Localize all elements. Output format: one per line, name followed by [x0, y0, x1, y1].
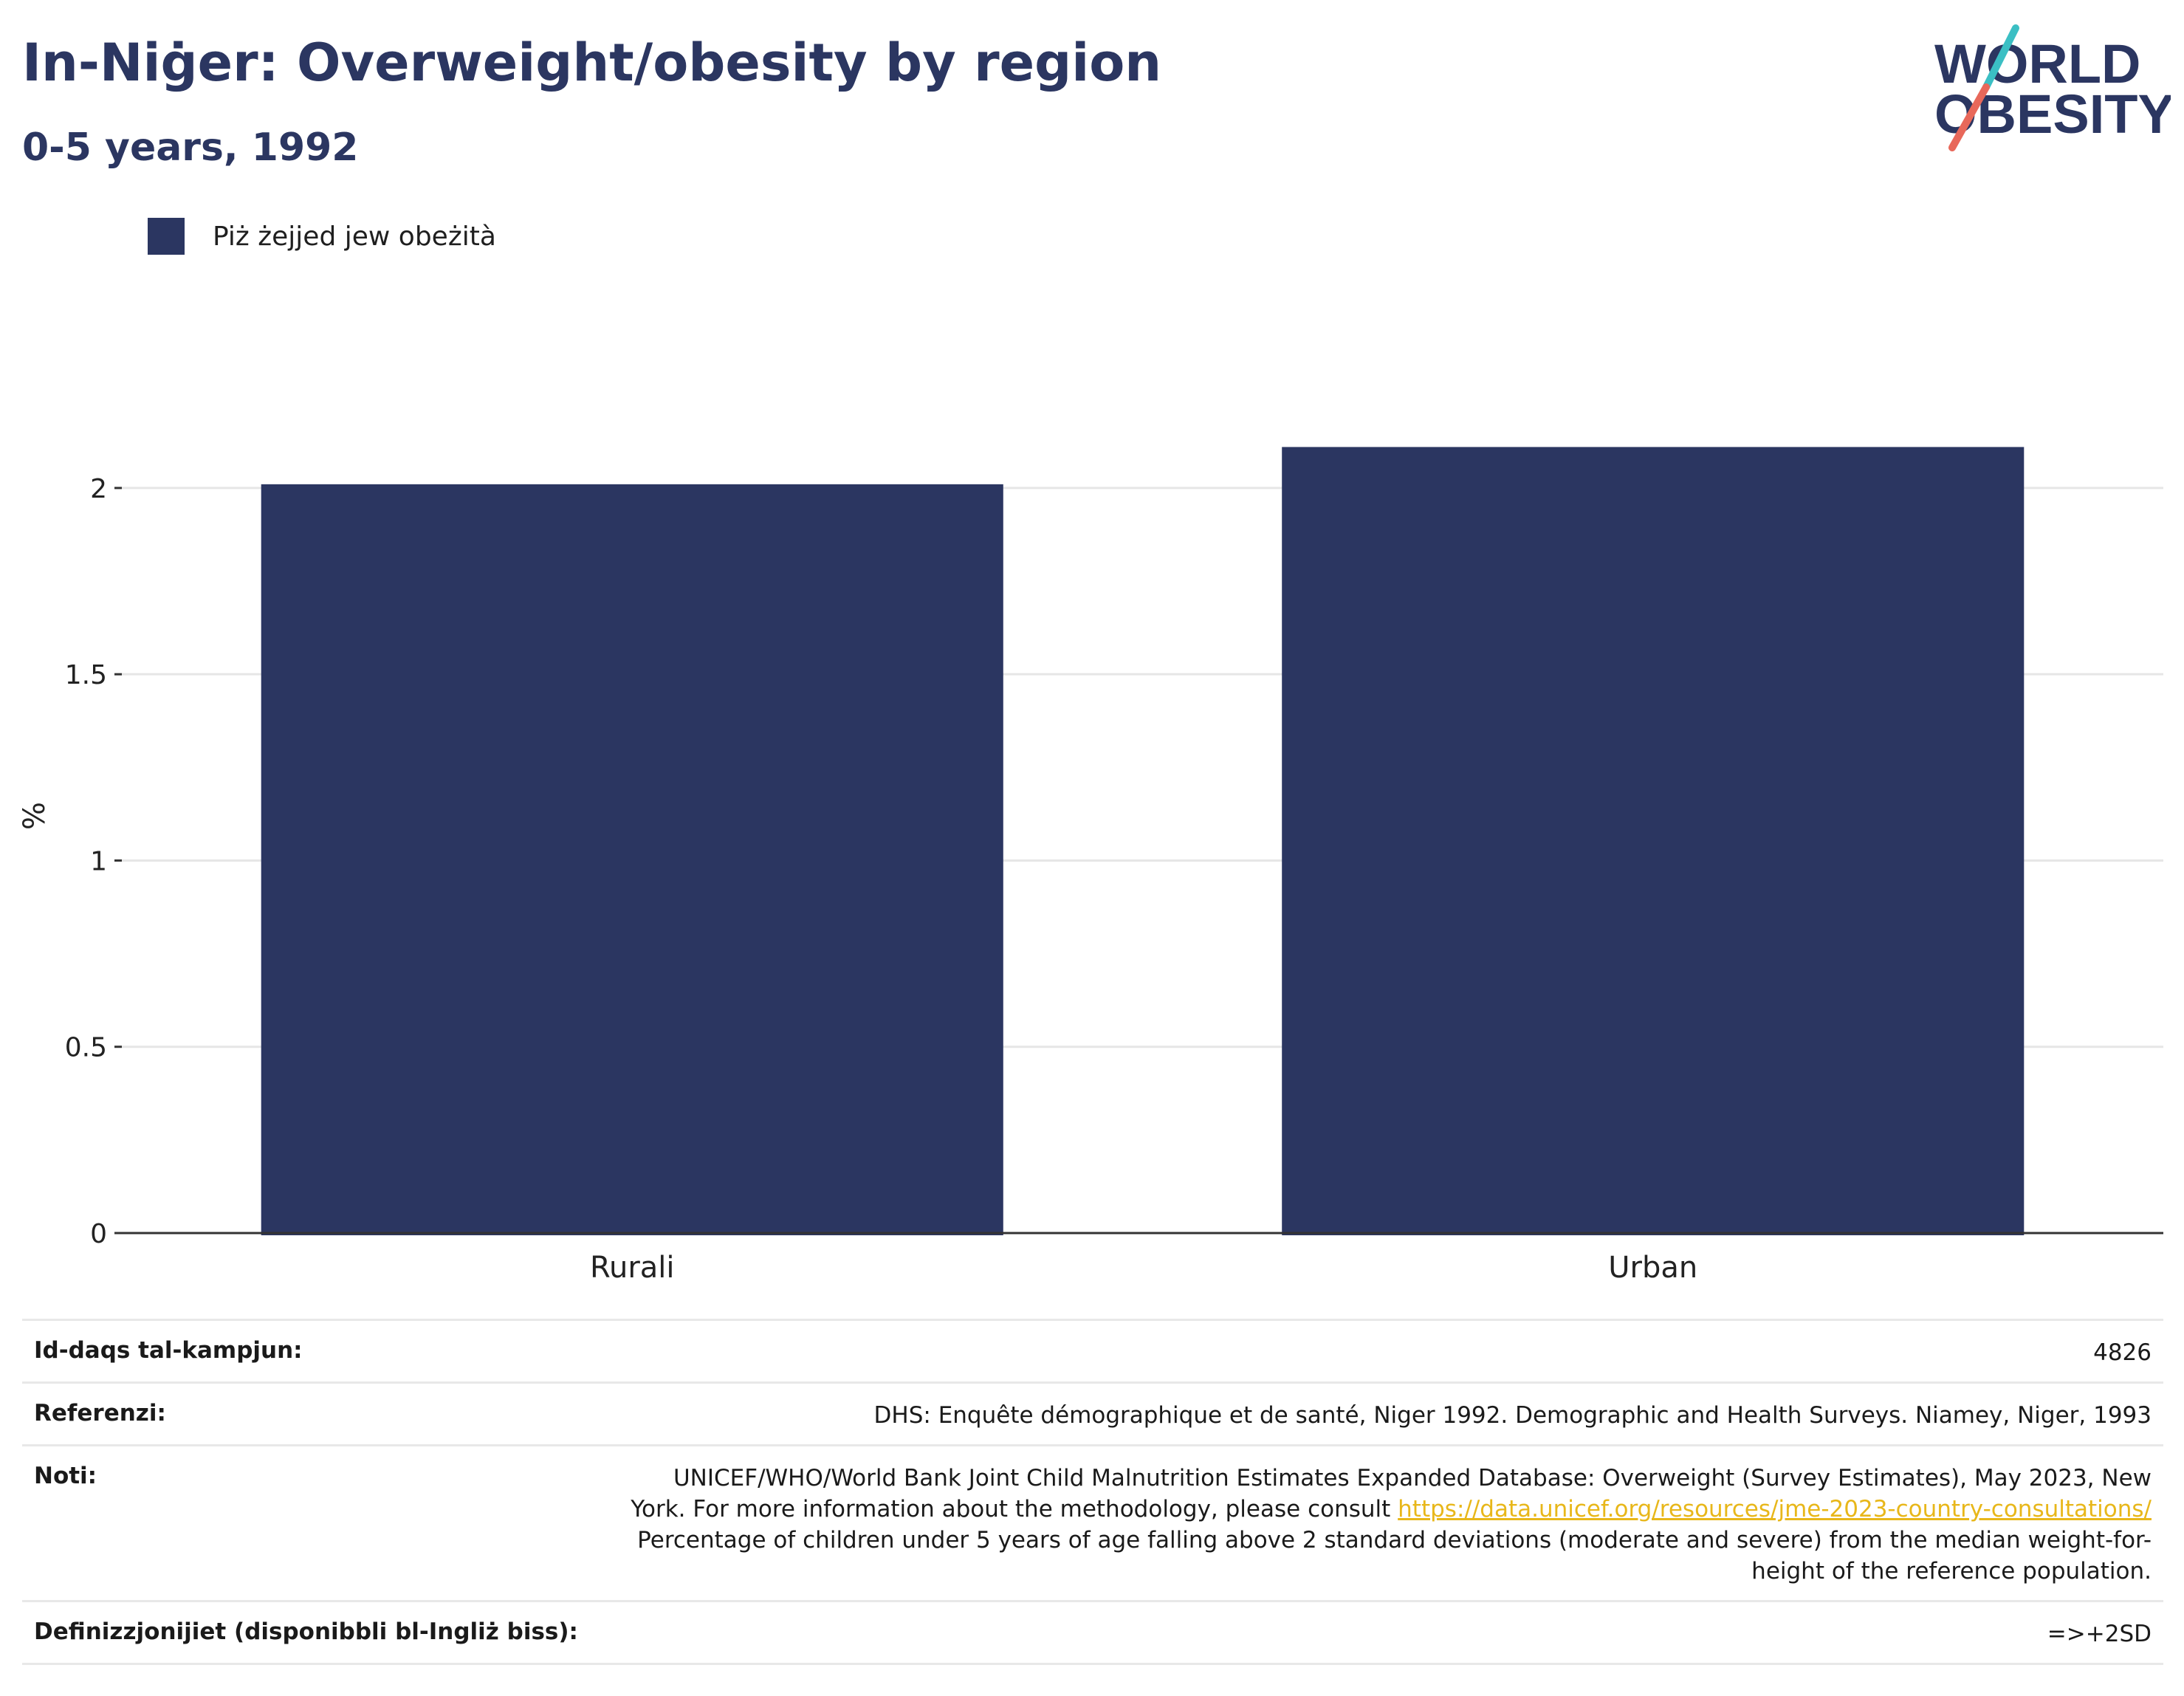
- meta-label: Definizzjonijiet (disponibbli bl-Ingliż …: [34, 1618, 578, 1645]
- page-title: In-Niġer: Overweight/obesity by region: [22, 32, 1162, 93]
- meta-row-notes: Noti: UNICEF/WHO/World Bank Joint Child …: [22, 1444, 2163, 1600]
- notes-text-pre: UNICEF/WHO/World Bank Joint Child Malnut…: [631, 1465, 2152, 1522]
- meta-row-definitions: Definizzjonijiet (disponibbli bl-Ingliż …: [22, 1600, 2163, 1665]
- meta-label: Id-daqs tal-kampjun:: [34, 1337, 303, 1364]
- bars: [261, 447, 2025, 1235]
- logo-line1: WORLD: [1934, 33, 2141, 95]
- methodology-link[interactable]: https://data.unicef.org/resources/jme-20…: [1398, 1496, 2152, 1522]
- y-axis-ticks: 0 0.5 1 1.5 2: [65, 474, 122, 1249]
- logo-slash-top: [1982, 24, 2019, 91]
- bar-chart: 0 0.5 1 1.5 2 Rurali Urban %: [18, 447, 2163, 1285]
- meta-value: 4826: [2093, 1339, 2152, 1366]
- meta-value: DHS: Enquête démographique et de santé, …: [873, 1402, 2152, 1429]
- meta-label: Referenzi:: [34, 1400, 166, 1427]
- y-tick-label: 1.5: [65, 660, 107, 690]
- y-axis-label: %: [18, 802, 52, 830]
- y-tick-label: 1: [90, 846, 107, 876]
- bar-rurali: [261, 484, 1003, 1235]
- y-tick-label: 0.5: [65, 1033, 107, 1063]
- metadata-table: Id-daqs tal-kampjun: 4826 Referenzi: DHS…: [22, 1319, 2163, 1665]
- x-tick-label: Urban: [1608, 1251, 1697, 1285]
- legend-swatch: [148, 218, 185, 255]
- meta-value: UNICEF/WHO/World Bank Joint Child Malnut…: [616, 1463, 2152, 1587]
- meta-row-sample-size: Id-daqs tal-kampjun: 4826: [22, 1319, 2163, 1381]
- x-axis-ticks: Rurali Urban: [590, 1251, 1697, 1285]
- meta-value: =>+2SD: [2047, 1621, 2152, 1647]
- legend-label: Piż żejjed jew obeżità: [213, 221, 496, 252]
- notes-text-post: Percentage of children under 5 years of …: [637, 1527, 2152, 1585]
- page-subtitle: 0-5 years, 1992: [22, 126, 359, 170]
- world-obesity-logo: WORLD OBESITY: [1920, 21, 2174, 154]
- y-tick-label: 0: [90, 1219, 107, 1249]
- chart-legend[interactable]: Piż żejjed jew obeżità: [148, 218, 496, 255]
- x-tick-label: Rurali: [590, 1251, 675, 1285]
- y-tick-label: 2: [90, 474, 107, 504]
- meta-label: Noti:: [34, 1463, 97, 1489]
- bar-urban: [1282, 447, 2025, 1235]
- logo-slash-bottom: [1948, 83, 1990, 151]
- meta-row-references: Referenzi: DHS: Enquête démographique et…: [22, 1381, 2163, 1444]
